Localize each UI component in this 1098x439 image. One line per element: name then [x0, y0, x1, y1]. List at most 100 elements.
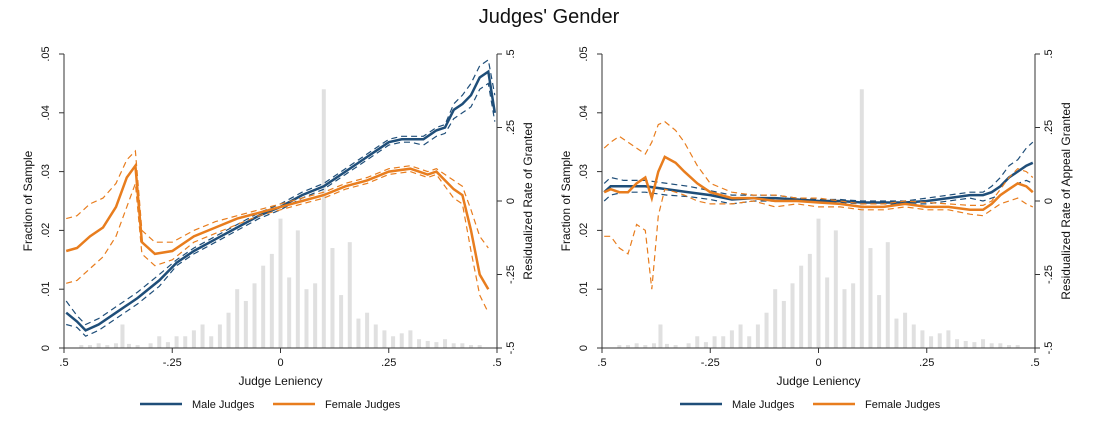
panel2-hist-bar: [790, 283, 795, 348]
panel1-hist-bar: [399, 333, 404, 348]
panel1-y-right-title: Residualized Rate of Granted: [521, 122, 535, 279]
panel2-hist-bar: [833, 230, 838, 348]
panel2-hist-bar: [981, 339, 986, 348]
panel1-hist-bar: [469, 345, 474, 348]
panel2-hist-bar: [658, 324, 663, 348]
panel2-male-judges-line: [603, 161, 1034, 204]
panel1-x-tick-label: .25: [381, 357, 396, 369]
panel1-hist-bar: [477, 345, 482, 348]
panel2-hist-bar: [643, 345, 648, 348]
panel1-hist-bar: [261, 265, 266, 348]
panel2-hist-bar: [686, 343, 691, 348]
panel1-hist-bar: [235, 289, 240, 348]
panel2-hist-bar: [738, 324, 743, 348]
panel1-hist-bar: [391, 336, 396, 348]
panel2-hist-bar: [972, 342, 977, 348]
panel2-hist-bar: [773, 289, 778, 348]
panel1-left-tick-label: .02: [40, 223, 52, 238]
panel1-hist-bar: [321, 89, 326, 348]
panel1-hist-bar: [209, 336, 214, 348]
panel1-right-tick-label: 0: [505, 198, 517, 204]
panel2-left-tick-label: 0: [578, 345, 590, 351]
panel2-hist-bar: [703, 342, 708, 348]
panel1-hist-bar: [339, 295, 344, 348]
panel1-hist-bar: [460, 343, 465, 348]
panel1-hist-bar: [347, 242, 352, 348]
panel1-left-tick-label: .05: [40, 46, 52, 61]
panel2-y-left-title: Fraction of Sample: [559, 150, 573, 251]
panel1-hist-bar: [252, 283, 257, 348]
panel1-hist-bar: [313, 283, 318, 348]
panel1-hist-bar: [105, 345, 110, 348]
panel1-right-tick-label: -.25: [505, 265, 517, 284]
panel1-male-judges-line: [65, 69, 497, 332]
panel1-x-tick-label: .5: [492, 357, 501, 369]
panel2-female-judges-line: [603, 155, 1034, 212]
panel1-x-tick-label: 0: [277, 357, 283, 369]
panel1-hist-bar: [425, 340, 430, 348]
panel1-legend-female-judges-label: Female Judges: [325, 399, 401, 411]
panel1-x-title: Judge Leniency: [238, 374, 322, 388]
panel2-x-tick-label: -.25: [701, 357, 720, 369]
panel2-hist-bar: [885, 242, 890, 348]
panel2-right-tick-label: 0: [1043, 198, 1055, 204]
panel1-hist-bar: [191, 330, 196, 348]
panel2-hist-bar: [911, 324, 916, 348]
panel2-hist-bar: [868, 248, 873, 348]
panel1-y-left-title: Fraction of Sample: [21, 150, 35, 251]
panel2-x-title: Judge Leniency: [776, 374, 860, 388]
panel1-hist-bar: [135, 345, 140, 348]
panel2-hist-bar: [764, 312, 769, 348]
panel2-female-judges-ci-upper: [603, 120, 1034, 206]
panel1-hist-bar: [183, 336, 188, 348]
panel1-left-tick-label: 0: [40, 345, 52, 351]
panel2-hist-bar: [825, 277, 830, 348]
panel1-hist-bar: [295, 230, 300, 348]
panel1-legend-male-judges-label: Male Judges: [192, 399, 255, 411]
panel2-hist-bar: [729, 330, 734, 348]
panel2-left-tick-label: .05: [578, 46, 590, 61]
panel2-hist-bar: [625, 345, 630, 348]
panel2-hist-bar: [859, 89, 864, 348]
panel2-hist-bar: [877, 295, 882, 348]
panel2-hist-bar: [842, 289, 847, 348]
panel1-hist-bar: [174, 336, 179, 348]
panel1-hist-bar: [373, 324, 378, 348]
panel1-left-tick-label: .04: [40, 105, 52, 120]
panel2-hist-bar: [651, 343, 656, 348]
panel2-left-tick-label: .01: [578, 282, 590, 297]
panel2-hist-bar: [963, 340, 968, 348]
panel1-hist-bar: [120, 324, 125, 348]
panel1-x-tick-label: -.25: [163, 357, 182, 369]
panel2-hist-bar: [946, 330, 951, 348]
panel2-hist-bar: [989, 343, 994, 348]
panel2-hist-bar: [1007, 345, 1012, 348]
panel1-x-tick-label: .5: [59, 357, 68, 369]
panel1-hist-bar: [269, 253, 274, 348]
panel2-hist-bar: [747, 336, 752, 348]
panel2-hist-bar: [937, 333, 942, 348]
panel1-hist-bar: [217, 324, 222, 348]
panel2-hist-bar: [955, 339, 960, 348]
panel2-hist-bar: [712, 336, 717, 348]
panel1-hist-bar: [382, 330, 387, 348]
panel1-hist-bar: [451, 343, 456, 348]
panel1-hist-bar: [226, 312, 231, 348]
panel2-left-tick-label: .04: [578, 105, 590, 120]
panel2-hist-bar: [929, 336, 934, 348]
panel1-female-judges-ci-upper: [66, 149, 489, 249]
panel2-right-tick-label: .25: [1043, 120, 1055, 135]
panel1-hist-bar: [148, 343, 153, 348]
panel1-hist-bar: [443, 339, 448, 348]
panel1-right-tick-label: .25: [505, 120, 517, 135]
panel2-left-tick-label: .02: [578, 223, 590, 238]
panel2-legend-female-judges-label: Female Judges: [865, 399, 941, 411]
panel2-female-judges-ci-lower: [604, 188, 1034, 290]
panel2-hist-bar: [807, 253, 812, 348]
panel1-left-tick-label: .03: [40, 164, 52, 179]
panel2-hist-bar: [920, 330, 925, 348]
panel1-hist-bar: [200, 324, 205, 348]
panel2-hist-bar: [851, 283, 856, 348]
panel2-male-judges-ci-upper: [603, 141, 1034, 202]
